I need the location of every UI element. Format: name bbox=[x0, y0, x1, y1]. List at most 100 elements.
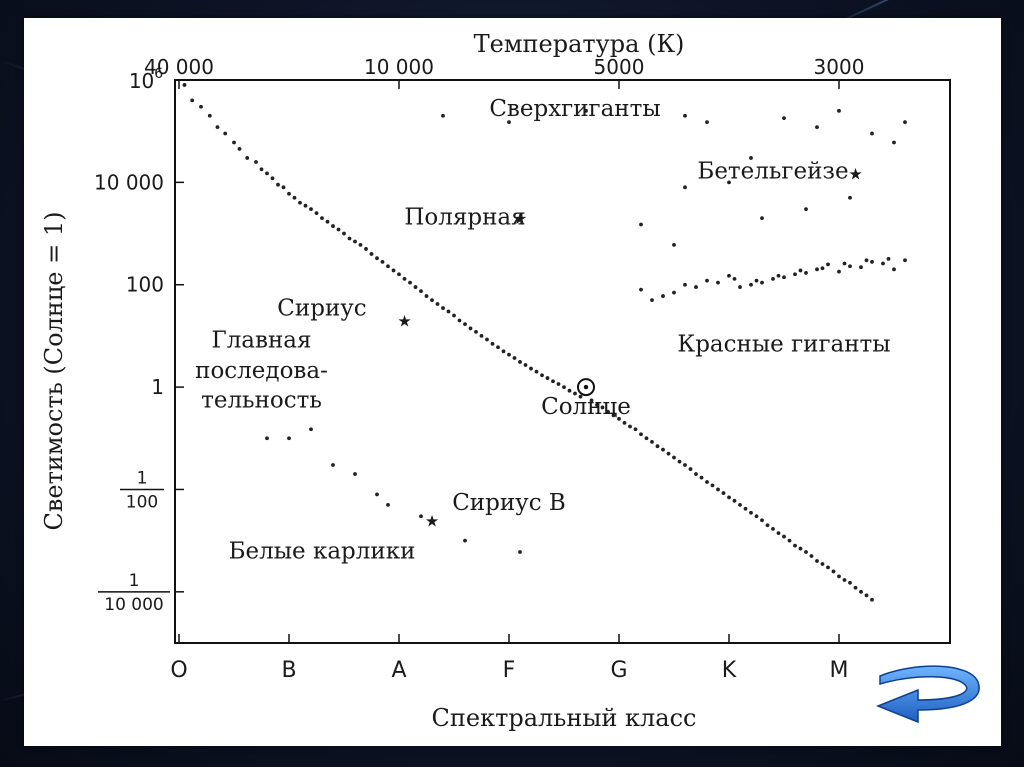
main-sequence-point bbox=[276, 182, 280, 187]
giants-point bbox=[771, 276, 775, 281]
return-arrow-button[interactable] bbox=[874, 660, 986, 728]
main-sequence-point bbox=[215, 125, 220, 130]
y-tick-exponent: 6 bbox=[154, 66, 163, 82]
main-sequence-point bbox=[336, 227, 341, 232]
main-sequence-point bbox=[694, 472, 698, 476]
main-sequence-point bbox=[650, 439, 654, 444]
main-sequence-point bbox=[738, 502, 742, 507]
x-tick-label-K: K bbox=[722, 658, 737, 683]
y-tick-denominator: 100 bbox=[126, 492, 158, 512]
supergiants-point bbox=[760, 216, 764, 221]
main-sequence-point bbox=[804, 550, 808, 554]
main-sequence-point bbox=[237, 147, 242, 151]
main-sequence-point bbox=[628, 424, 632, 429]
giants-point bbox=[859, 265, 863, 270]
star-marker: ★ bbox=[513, 209, 527, 228]
hr-diagram: Температура (К) Спектральный класс Свети… bbox=[40, 30, 951, 732]
giants-point bbox=[820, 266, 825, 271]
star-marker: ★ bbox=[397, 312, 411, 331]
main-sequence-point bbox=[512, 356, 517, 360]
white-dwarfs-point bbox=[386, 502, 390, 507]
white-dwarfs-point bbox=[463, 538, 467, 543]
supergiants-point bbox=[584, 108, 588, 113]
region-label: Полярная bbox=[404, 205, 525, 231]
main-sequence-point bbox=[386, 264, 390, 269]
x-tick-label-F: F bbox=[503, 658, 516, 683]
top-tick-label: 5000 bbox=[594, 55, 645, 79]
main-sequence-point bbox=[859, 589, 863, 594]
giants-point bbox=[881, 261, 885, 266]
main-sequence-point bbox=[408, 280, 412, 285]
main-sequence-point bbox=[190, 98, 195, 103]
main-sequence-point bbox=[358, 243, 363, 247]
main-sequence-point bbox=[666, 451, 671, 456]
top-tick-label: 3000 bbox=[814, 55, 865, 79]
supergiants-point bbox=[705, 120, 709, 125]
giants-point bbox=[705, 278, 709, 283]
main-sequence-point bbox=[611, 413, 616, 418]
star-marker: ★ bbox=[425, 511, 439, 530]
white-dwarfs-point bbox=[419, 514, 423, 519]
main-sequence-point bbox=[223, 131, 228, 136]
sun-symbol-dot bbox=[583, 384, 589, 390]
main-sequence-point bbox=[749, 510, 753, 515]
white-dwarfs-point bbox=[287, 436, 291, 441]
main-sequence-point bbox=[441, 306, 445, 310]
main-sequence-point bbox=[562, 385, 566, 389]
main-sequence-point bbox=[798, 546, 803, 551]
x-tick-label-M: M bbox=[830, 658, 849, 683]
giants-point bbox=[749, 282, 753, 287]
white-dwarfs-point bbox=[353, 472, 357, 476]
main-sequence-point bbox=[534, 369, 539, 374]
y-tick-label: 10 000 bbox=[94, 170, 164, 194]
giants-point bbox=[842, 261, 847, 266]
x-tick-label-B: B bbox=[281, 658, 296, 683]
main-sequence-point bbox=[743, 506, 748, 511]
giants-point bbox=[661, 294, 665, 298]
region-label: Красные гиганты bbox=[677, 331, 890, 357]
main-sequence-point bbox=[496, 345, 500, 350]
top-tick-label: 40 000 bbox=[144, 55, 214, 79]
main-sequence-point bbox=[672, 455, 676, 460]
main-sequence-point bbox=[848, 580, 852, 585]
supergiants-point bbox=[672, 243, 676, 247]
main-sequence-point bbox=[309, 207, 313, 212]
x-axis-title: Спектральный класс bbox=[432, 704, 697, 732]
main-sequence-point bbox=[699, 475, 704, 480]
main-sequence-point bbox=[485, 337, 489, 342]
main-sequence-point bbox=[232, 140, 236, 145]
main-sequence-point bbox=[540, 373, 544, 378]
y-tick-numerator: 1 bbox=[129, 571, 140, 591]
main-sequence-point bbox=[287, 191, 291, 196]
y-tick-label-power: 106 bbox=[129, 66, 163, 93]
giants-point bbox=[815, 267, 819, 272]
main-sequence-point bbox=[182, 83, 187, 87]
top-axis-title: Температура (К) bbox=[474, 30, 685, 58]
main-sequence-point bbox=[245, 156, 250, 160]
main-sequence-point bbox=[457, 318, 462, 323]
data-points bbox=[182, 83, 907, 602]
region-label: Бетельгейзе bbox=[697, 158, 848, 184]
return-arrow-icon bbox=[875, 665, 980, 724]
main-sequence-point bbox=[551, 379, 555, 384]
main-sequence-point bbox=[831, 569, 836, 574]
supergiants-point bbox=[837, 108, 841, 113]
supergiants-point bbox=[683, 113, 687, 118]
supergiants-point bbox=[727, 180, 731, 185]
main-sequence-point bbox=[776, 531, 781, 536]
main-sequence-point bbox=[661, 447, 665, 452]
giants-point bbox=[694, 285, 698, 289]
supergiants-point bbox=[870, 131, 874, 136]
giants-point bbox=[837, 269, 841, 274]
supergiants-point bbox=[749, 156, 753, 160]
supergiants-point bbox=[507, 120, 511, 125]
main-sequence-point bbox=[600, 405, 605, 410]
main-sequence-point bbox=[391, 268, 396, 273]
main-sequence-point bbox=[446, 309, 451, 314]
y-tick-base: 10 bbox=[129, 69, 154, 93]
main-sequence-point bbox=[721, 491, 726, 495]
giants-point bbox=[672, 290, 676, 295]
supergiants-point bbox=[683, 185, 687, 190]
main-sequence-point bbox=[782, 534, 786, 539]
chart-card: Температура (К) Спектральный класс Свети… bbox=[24, 18, 1001, 746]
